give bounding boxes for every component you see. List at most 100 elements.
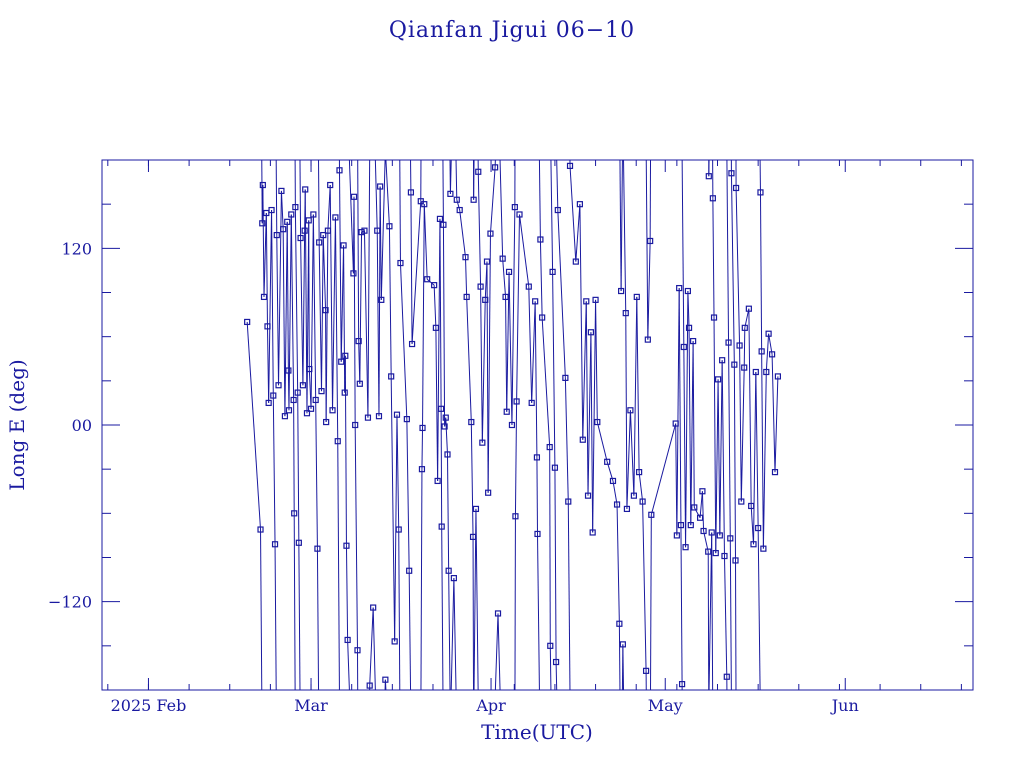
series-segment: [406, 419, 410, 571]
series-points: [244, 162, 781, 689]
data-point: [344, 636, 351, 644]
data-point: [771, 469, 779, 476]
data-point: [442, 414, 449, 421]
series-segment: [759, 192, 763, 352]
data-point: [687, 522, 694, 529]
series-segment: [552, 271, 556, 468]
series-segment: [396, 414, 400, 530]
series-segment: [299, 159, 302, 239]
series-segment: [735, 187, 741, 346]
data-point: [406, 567, 413, 574]
series-segment: [556, 159, 559, 211]
data-point: [738, 498, 745, 505]
data-point: [592, 296, 599, 303]
data-point: [554, 206, 561, 214]
data-point: [765, 330, 772, 337]
series-segment: [549, 447, 551, 646]
series-segment: [744, 308, 750, 328]
data-point: [294, 389, 301, 396]
series-segment: [596, 421, 608, 462]
series-segment: [487, 233, 491, 493]
data-point: [673, 532, 680, 539]
series-segment: [715, 379, 719, 554]
series-segment: [262, 185, 265, 297]
y-tick-label: 120: [61, 239, 92, 258]
data-point: [752, 368, 759, 376]
data-point: [682, 544, 689, 551]
series-segment: [380, 159, 386, 300]
series-segment: [481, 299, 486, 443]
data-point: [374, 227, 381, 234]
series-segment: [585, 301, 589, 496]
series-segment: [730, 173, 735, 365]
data-point: [418, 466, 426, 473]
data-point: [705, 173, 712, 180]
y-axis-label: Long E (deg): [5, 359, 29, 490]
series-segment: [650, 423, 677, 515]
series-segment: [263, 212, 267, 297]
series-segment: [726, 159, 730, 343]
data-point: [483, 258, 491, 265]
data-point: [370, 604, 377, 611]
data-point: [469, 533, 477, 540]
series-segment: [435, 327, 439, 481]
series-segment: [774, 376, 779, 473]
series-segment: [761, 351, 764, 549]
series-segment: [422, 204, 425, 428]
data-point: [551, 464, 559, 471]
data-point: [421, 201, 428, 208]
x-tick-label: Mar: [294, 696, 328, 715]
series-segment: [316, 548, 320, 691]
y-tick-label: −120: [48, 593, 92, 612]
data-point: [642, 667, 650, 674]
data-point: [292, 204, 299, 211]
series-segment: [740, 367, 745, 502]
series-segment: [293, 399, 295, 514]
series-segment: [711, 532, 714, 691]
data-point: [324, 227, 331, 234]
data-point: [750, 541, 757, 548]
data-point: [677, 522, 685, 529]
chart-title: Qianfan Jigui 06−10: [389, 18, 635, 43]
series-segment: [625, 313, 628, 509]
series-segment: [372, 607, 376, 691]
series-segment: [739, 345, 742, 502]
data-point: [528, 399, 535, 407]
data-point: [579, 436, 586, 443]
data-point: [714, 376, 722, 383]
data-point: [375, 413, 383, 420]
series-segment: [439, 218, 442, 409]
data-point: [728, 170, 735, 177]
series-segment: [450, 578, 455, 691]
series-segment: [765, 333, 770, 373]
data-point: [678, 681, 686, 688]
series-segment: [276, 235, 280, 386]
series-segment: [719, 360, 723, 536]
data-point: [716, 532, 723, 539]
series-segment: [411, 201, 422, 345]
data-point: [259, 220, 266, 227]
data-point: [244, 318, 251, 326]
data-point: [463, 293, 470, 301]
data-point: [684, 287, 691, 295]
series-segment: [318, 159, 320, 243]
data-point: [768, 351, 776, 358]
data-point: [516, 211, 523, 218]
data-point: [676, 284, 683, 292]
series-segment: [676, 288, 680, 536]
data-point: [647, 237, 654, 245]
data-point: [745, 305, 752, 312]
series-segment: [506, 271, 510, 412]
data-point: [494, 610, 502, 617]
series-segment: [437, 218, 441, 481]
series-segment: [729, 538, 732, 691]
data-point: [285, 407, 293, 414]
data-point: [450, 575, 457, 582]
series-segment: [647, 240, 651, 340]
data-point: [741, 364, 748, 371]
data-point: [343, 542, 350, 549]
data-point: [377, 183, 384, 190]
data-point: [336, 167, 343, 174]
data-point: [539, 314, 546, 321]
data-point: [295, 539, 302, 546]
